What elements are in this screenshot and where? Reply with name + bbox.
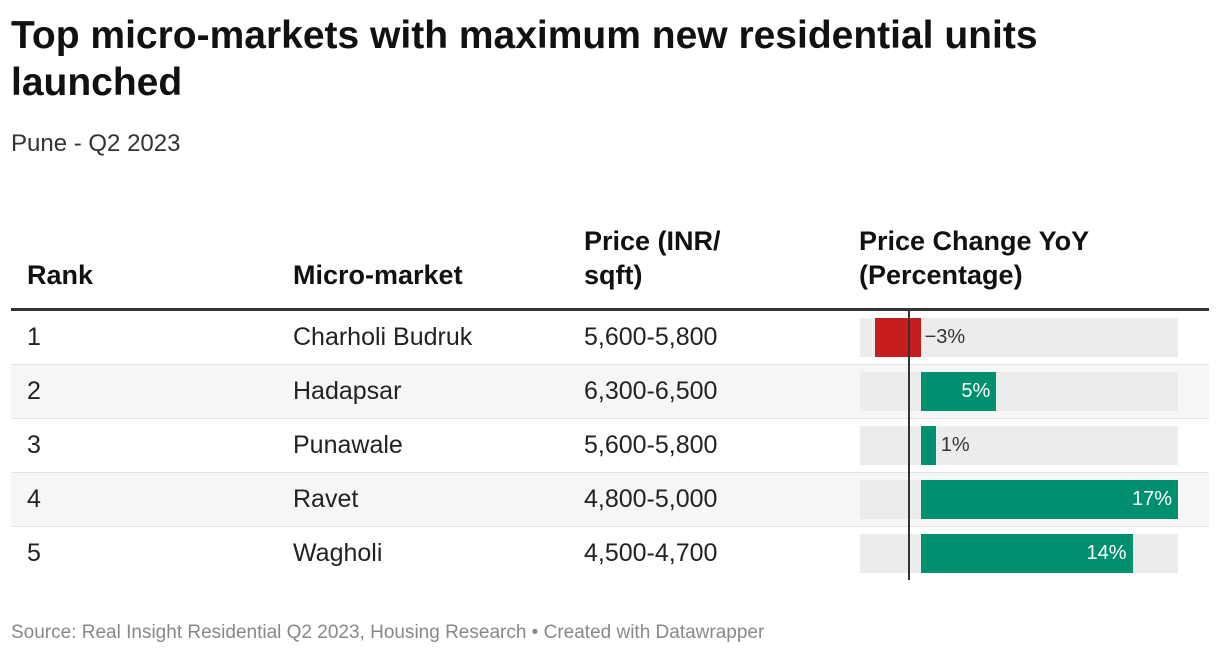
price-cell: 4,800-5,000 — [584, 485, 718, 513]
table-row: 5 Wagholi 4,500-4,700 14% — [11, 527, 1209, 580]
table-row: 3 Punawale 5,600-5,800 1% — [11, 419, 1209, 473]
table-row: 2 Hadapsar 6,300-6,500 5% — [11, 365, 1209, 419]
column-header-price[interactable]: Price (INR/ sqft) — [584, 226, 721, 290]
chart-title: Top micro-markets with maximum new resid… — [11, 14, 1038, 104]
rank-cell: 3 — [27, 431, 41, 459]
rank-cell: 2 — [27, 377, 41, 405]
column-header-rank[interactable]: Rank — [27, 260, 94, 290]
price-change-label: 5% — [961, 380, 991, 402]
market-cell: Wagholi — [293, 539, 383, 567]
table-row: 4 Ravet 4,800-5,000 17% — [11, 473, 1209, 527]
price-change-label: 14% — [1086, 542, 1127, 564]
bar-track — [860, 372, 1178, 411]
data-table: Rank Micro-market Price (INR/ sqft) Pric… — [11, 212, 1209, 580]
column-header-price-change[interactable]: Price Change YoY (Percentage) — [859, 226, 1089, 290]
rank-cell: 1 — [27, 323, 41, 351]
market-cell: Ravet — [293, 485, 359, 513]
table-body: 1 Charholi Budruk 5,600-5,800 −3% 2 Hadapsar 6… — [11, 311, 1209, 580]
price-change-bar — [875, 318, 921, 357]
price-change-label: 17% — [1131, 488, 1172, 510]
zero-baseline — [908, 308, 910, 580]
price-change-bar — [920, 534, 1133, 573]
column-header-market[interactable]: Micro-market — [293, 260, 463, 290]
market-cell: Hadapsar — [293, 377, 402, 405]
price-cell: 4,500-4,700 — [584, 539, 718, 567]
market-cell: Charholi Budruk — [293, 323, 473, 351]
table-header: Rank Micro-market Price (INR/ sqft) Pric… — [11, 212, 1209, 311]
market-cell: Punawale — [293, 431, 403, 459]
price-cell: 6,300-6,500 — [584, 377, 718, 405]
price-cell: 5,600-5,800 — [584, 431, 718, 459]
source-note: Source: Real Insight Residential Q2 2023… — [11, 622, 765, 643]
price-change-bar — [920, 480, 1178, 519]
price-change-bar — [920, 372, 997, 411]
price-cell: 5,600-5,800 — [584, 323, 718, 351]
rank-cell: 5 — [27, 539, 41, 567]
bar-track — [860, 426, 1178, 465]
table-row: 1 Charholi Budruk 5,600-5,800 −3% — [11, 311, 1209, 365]
price-change-label: 1% — [940, 434, 970, 456]
price-change-label: −3% — [924, 326, 966, 348]
rank-cell: 4 — [27, 485, 41, 513]
chart-subtitle: Pune - Q2 2023 — [11, 130, 181, 157]
price-change-bar — [920, 426, 936, 465]
